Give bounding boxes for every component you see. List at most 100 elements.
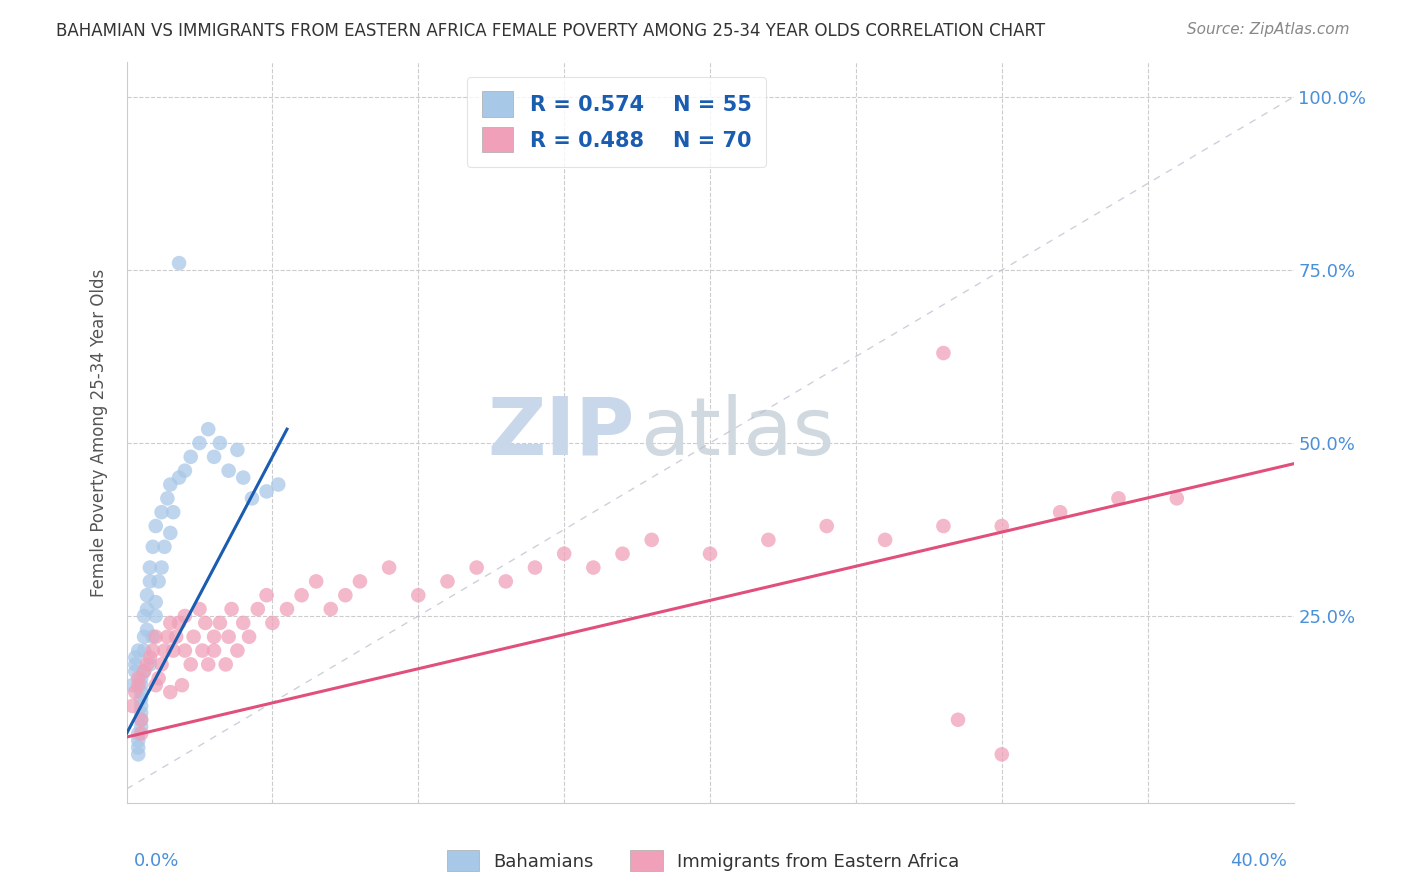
Point bbox=[990, 747, 1012, 762]
Point bbox=[148, 671, 170, 685]
Point bbox=[202, 643, 225, 657]
Point bbox=[153, 540, 176, 554]
Point bbox=[194, 615, 217, 630]
Point bbox=[142, 630, 165, 644]
Point bbox=[129, 671, 152, 685]
Point bbox=[221, 602, 243, 616]
Point bbox=[129, 726, 152, 740]
Text: atlas: atlas bbox=[640, 393, 834, 472]
Point bbox=[127, 678, 149, 692]
Point bbox=[875, 533, 897, 547]
Point bbox=[524, 560, 547, 574]
Point bbox=[226, 442, 249, 457]
Point bbox=[129, 706, 152, 720]
Point bbox=[159, 477, 181, 491]
Point bbox=[136, 602, 159, 616]
Point bbox=[232, 470, 254, 484]
Point bbox=[990, 519, 1012, 533]
Point bbox=[240, 491, 263, 506]
Point bbox=[218, 630, 240, 644]
Point bbox=[202, 630, 225, 644]
Point bbox=[139, 650, 162, 665]
Point bbox=[174, 464, 197, 478]
Point bbox=[553, 547, 575, 561]
Point bbox=[159, 525, 181, 540]
Point bbox=[167, 470, 190, 484]
Point bbox=[127, 643, 149, 657]
Point bbox=[132, 643, 155, 657]
Point bbox=[1166, 491, 1188, 506]
Point bbox=[183, 630, 205, 644]
Point bbox=[180, 657, 202, 672]
Point bbox=[156, 491, 179, 506]
Point bbox=[932, 346, 955, 360]
Point bbox=[349, 574, 371, 589]
Point bbox=[159, 685, 181, 699]
Point bbox=[226, 643, 249, 657]
Point bbox=[436, 574, 458, 589]
Point bbox=[136, 657, 159, 672]
Point bbox=[139, 560, 162, 574]
Point bbox=[170, 678, 193, 692]
Point bbox=[142, 643, 165, 657]
Point bbox=[256, 484, 278, 499]
Point bbox=[167, 615, 190, 630]
Point bbox=[156, 630, 179, 644]
Point bbox=[640, 533, 664, 547]
Point bbox=[129, 678, 152, 692]
Point bbox=[197, 657, 219, 672]
Point bbox=[378, 560, 401, 574]
Point bbox=[465, 560, 488, 574]
Point bbox=[276, 602, 298, 616]
Point bbox=[202, 450, 225, 464]
Point bbox=[612, 547, 634, 561]
Point bbox=[626, 97, 648, 112]
Legend: Bahamians, Immigrants from Eastern Africa: Bahamians, Immigrants from Eastern Afric… bbox=[440, 843, 966, 879]
Point bbox=[162, 643, 184, 657]
Text: 40.0%: 40.0% bbox=[1230, 852, 1286, 870]
Point bbox=[256, 588, 278, 602]
Text: Source: ZipAtlas.com: Source: ZipAtlas.com bbox=[1187, 22, 1350, 37]
Point bbox=[127, 740, 149, 755]
Point bbox=[129, 720, 152, 734]
Point bbox=[1049, 505, 1071, 519]
Point bbox=[129, 692, 152, 706]
Point bbox=[162, 505, 184, 519]
Point bbox=[582, 560, 605, 574]
Point bbox=[232, 615, 254, 630]
Point bbox=[127, 747, 149, 762]
Text: BAHAMIAN VS IMMIGRANTS FROM EASTERN AFRICA FEMALE POVERTY AMONG 25-34 YEAR OLDS : BAHAMIAN VS IMMIGRANTS FROM EASTERN AFRI… bbox=[56, 22, 1046, 40]
Point bbox=[319, 602, 342, 616]
Point bbox=[129, 713, 152, 727]
Point bbox=[145, 678, 167, 692]
Point bbox=[174, 643, 197, 657]
Point bbox=[191, 643, 214, 657]
Point bbox=[215, 657, 238, 672]
Point bbox=[127, 733, 149, 747]
Point bbox=[127, 726, 149, 740]
Point bbox=[174, 609, 197, 624]
Point bbox=[167, 256, 190, 270]
Point bbox=[139, 657, 162, 672]
Point bbox=[335, 588, 357, 602]
Point bbox=[129, 685, 152, 699]
Point bbox=[150, 560, 173, 574]
Point bbox=[208, 436, 231, 450]
Point bbox=[815, 519, 838, 533]
Point bbox=[218, 464, 240, 478]
Point bbox=[153, 643, 176, 657]
Point bbox=[145, 630, 167, 644]
Point bbox=[262, 615, 284, 630]
Point bbox=[132, 665, 155, 679]
Point bbox=[121, 698, 143, 713]
Point bbox=[756, 533, 779, 547]
Point bbox=[150, 657, 173, 672]
Point bbox=[699, 547, 721, 561]
Point bbox=[188, 436, 211, 450]
Point bbox=[132, 630, 155, 644]
Point bbox=[1108, 491, 1130, 506]
Point bbox=[197, 422, 219, 436]
Point bbox=[246, 602, 269, 616]
Text: 0.0%: 0.0% bbox=[134, 852, 179, 870]
Point bbox=[139, 574, 162, 589]
